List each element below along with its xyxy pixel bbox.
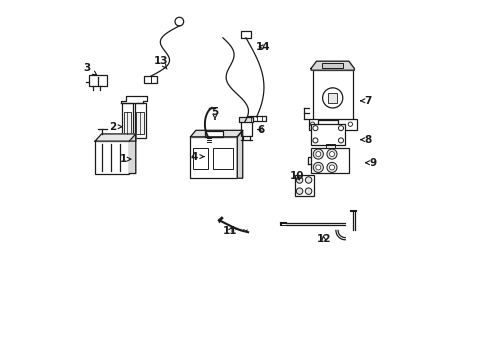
Bar [123,112,131,134]
Polygon shape [237,130,242,178]
Circle shape [296,188,302,194]
Bar [204,131,223,137]
Bar [239,117,253,122]
Circle shape [315,152,320,157]
Circle shape [329,152,334,157]
Bar [312,70,352,121]
Circle shape [175,17,183,26]
Text: 10: 10 [289,171,304,181]
Polygon shape [190,130,242,137]
Circle shape [313,149,323,159]
Bar [241,120,251,136]
Polygon shape [310,61,354,70]
Text: 8: 8 [360,135,371,145]
Bar [143,76,157,83]
Bar [135,103,145,138]
Text: 11: 11 [223,226,237,236]
Bar [294,175,313,196]
Polygon shape [95,134,136,141]
Circle shape [326,149,336,159]
Text: 5: 5 [211,107,218,120]
Text: 6: 6 [257,125,264,135]
Text: 3: 3 [83,63,97,75]
Bar [122,103,133,138]
Bar [193,148,208,169]
Text: 4: 4 [190,152,203,162]
Bar [190,137,237,178]
Bar [308,119,356,130]
Bar [310,148,348,173]
Bar [247,116,265,121]
Text: 2: 2 [108,122,122,132]
Circle shape [305,177,311,183]
Bar [212,148,232,169]
Circle shape [322,88,342,108]
Circle shape [329,165,334,170]
Circle shape [296,177,302,183]
Bar [310,124,345,145]
Circle shape [310,122,314,126]
Circle shape [338,138,343,143]
Circle shape [313,162,323,172]
Bar [95,141,129,174]
Bar [136,112,144,134]
Circle shape [338,126,343,131]
Text: 1: 1 [119,154,131,164]
Bar [327,93,337,103]
Circle shape [312,138,317,143]
Text: 12: 12 [316,234,330,244]
Circle shape [305,188,311,194]
Circle shape [312,126,317,131]
Bar [89,75,107,86]
Circle shape [315,165,320,170]
Text: 13: 13 [153,56,168,69]
Bar [241,31,250,38]
Circle shape [347,122,352,126]
Text: 14: 14 [255,42,270,52]
Text: 7: 7 [360,96,371,106]
Polygon shape [129,134,136,174]
Circle shape [326,162,336,172]
Text: 9: 9 [365,158,376,168]
Bar [321,63,343,68]
